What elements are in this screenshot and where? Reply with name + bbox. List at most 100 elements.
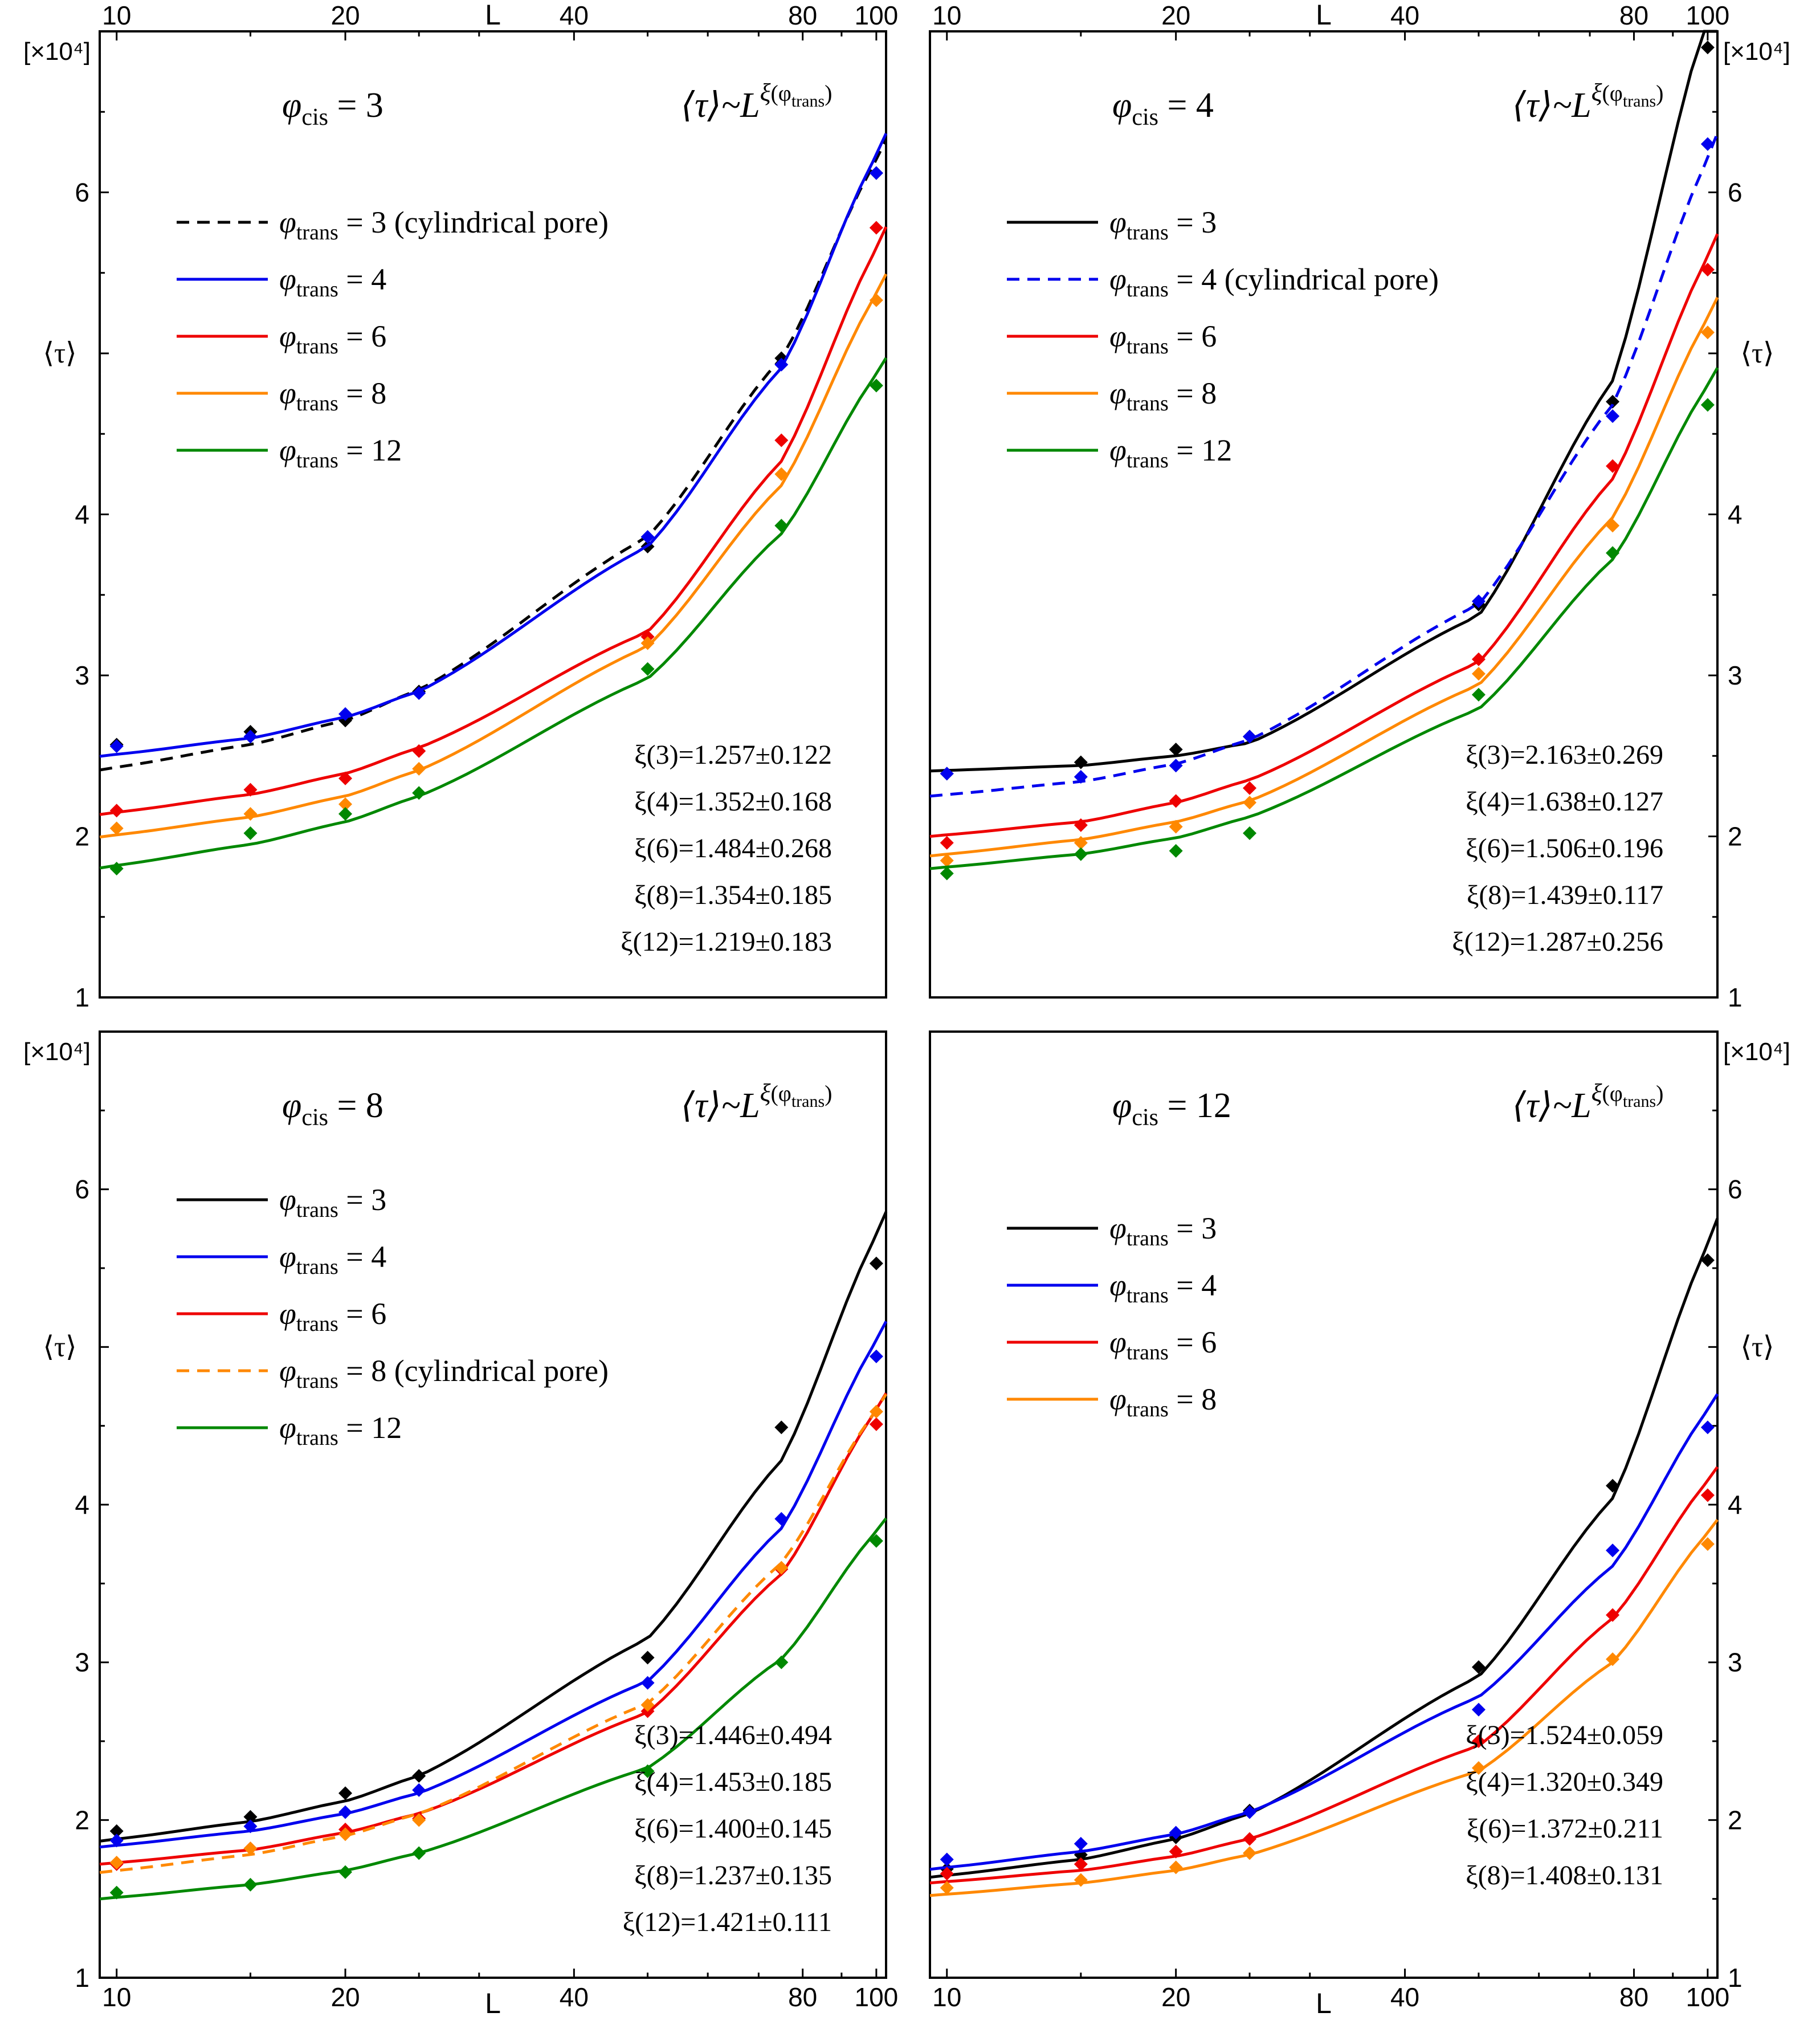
title-rest: = 4 <box>1158 86 1214 125</box>
xi-annotation: ξ(12)=1.421±0.111 <box>623 1907 832 1937</box>
fit-curve-phi-8 <box>99 1394 888 1874</box>
xi-annotation: ξ(6)=1.484±0.268 <box>634 833 832 863</box>
data-point-phi-3 <box>1606 1478 1620 1493</box>
data-point-phi-12 <box>869 378 883 393</box>
title-rest: = 3 <box>328 86 383 125</box>
fit-sub: trans <box>1623 92 1656 111</box>
y-axis-label: ⟨τ⟩ <box>1740 1330 1774 1362</box>
data-point-phi-8 <box>774 1561 789 1575</box>
data-point-phi-6 <box>1606 459 1620 473</box>
data-point-phi-3 <box>338 1786 353 1800</box>
legend-label-phi-8: φtrans = 8 <box>1109 376 1217 415</box>
legend-phi: φ <box>1109 433 1127 467</box>
data-point-phi-12 <box>774 1655 789 1669</box>
data-point-phi-8 <box>109 1856 124 1870</box>
data-point-phi-12 <box>243 1877 258 1892</box>
y-tick-label: 6 <box>1728 1175 1743 1204</box>
data-point-phi-8 <box>1606 1652 1620 1667</box>
y-tick-label: 3 <box>75 1648 89 1677</box>
y-unit-label: [×10⁴] <box>23 38 91 66</box>
data-point-phi-8 <box>109 821 124 836</box>
y-tick-label: 6 <box>1728 178 1743 207</box>
data-point-phi-6 <box>1243 1832 1257 1846</box>
legend-phi: φ <box>1109 205 1127 239</box>
data-point-phi-12 <box>1700 398 1715 412</box>
data-point-phi-8 <box>869 293 883 307</box>
data-point-phi-6 <box>1471 652 1486 666</box>
legend-label-phi-12: φtrans = 12 <box>279 433 402 472</box>
data-point-phi-6 <box>869 221 883 235</box>
legend-sub: trans <box>1127 1284 1169 1307</box>
y-tick-label: 1 <box>1728 1963 1743 1993</box>
y-tick-label: 4 <box>1728 500 1743 529</box>
legend-sub: trans <box>1127 1227 1169 1250</box>
data-point-phi-12 <box>412 1846 426 1860</box>
xi-annotation: ξ(6)=1.372±0.211 <box>1467 1814 1663 1844</box>
data-point-phi-4 <box>869 1349 883 1363</box>
legend-sub: trans <box>296 1312 338 1336</box>
x-tick-label: 80 <box>1619 1 1648 30</box>
legend-label-phi-12: φtrans = 12 <box>279 1411 402 1450</box>
legend-rest: = 3 <box>338 1183 386 1217</box>
legend-sub: trans <box>1127 221 1169 245</box>
data-point-phi-3 <box>412 1769 426 1783</box>
legend-sub: trans <box>296 221 338 245</box>
legend-phi: φ <box>1109 262 1127 296</box>
fit-curve-phi-3 <box>929 1217 1719 1879</box>
y-tick-label: 2 <box>1728 822 1743 852</box>
x-tick-label: 20 <box>330 1 360 30</box>
fit-curve-phi-8 <box>99 273 888 839</box>
legend-sub: trans <box>296 1426 338 1450</box>
title-phi: φ <box>282 86 301 125</box>
legend-rest: = 6 <box>338 1297 386 1331</box>
panel-title: φcis = 12 <box>1112 1086 1231 1131</box>
y-tick-label: 2 <box>75 1805 89 1835</box>
data-point-phi-6 <box>109 804 124 818</box>
data-point-phi-6 <box>1700 1488 1715 1502</box>
data-point-phi-8 <box>1169 820 1183 834</box>
legend-phi: φ <box>1109 376 1127 410</box>
x-tick-label: 100 <box>1686 1982 1729 2012</box>
x-tick-label: 20 <box>1161 1 1190 30</box>
fit-curve-phi-4 <box>929 1393 1719 1871</box>
x-axis-label: L <box>485 0 501 31</box>
x-tick-label: 10 <box>932 1982 961 2012</box>
fit-curve-phi-12 <box>929 366 1719 870</box>
data-point-phi-6 <box>1471 1734 1486 1748</box>
fit-curve-phi-4 <box>929 132 1719 798</box>
legend-label-phi-4: φtrans = 4 <box>279 262 386 302</box>
data-point-phi-12 <box>338 1865 353 1879</box>
legend-rest: = 4 <box>338 1240 386 1274</box>
xi-annotation: ξ(3)=1.524±0.059 <box>1466 1720 1663 1750</box>
y-tick-label: 3 <box>1728 661 1743 690</box>
legend-phi: φ <box>279 205 296 239</box>
data-point-phi-6 <box>940 1867 954 1881</box>
data-point-phi-4 <box>338 707 353 721</box>
y-tick-label: 3 <box>1728 1648 1743 1677</box>
xi-annotation: ξ(8)=1.354±0.185 <box>634 880 832 910</box>
fit-lhs: ⟨τ⟩~L <box>681 86 760 125</box>
data-point-phi-8 <box>640 1698 655 1712</box>
x-tick-label: 100 <box>855 1982 899 2012</box>
title-phi: φ <box>282 1086 301 1125</box>
xi-annotation: ξ(4)=1.352±0.168 <box>634 787 832 817</box>
fit-formula: ⟨τ⟩~Lξ(φtrans) <box>681 79 833 125</box>
x-axis-label: L <box>1316 0 1332 31</box>
data-point-phi-8 <box>774 467 789 481</box>
data-point-phi-8 <box>1074 1873 1088 1887</box>
data-point-phi-4 <box>1471 1702 1486 1717</box>
y-unit-label: [×10⁴] <box>1723 38 1790 66</box>
y-unit-label: [×10⁴] <box>23 1038 91 1066</box>
x-tick-label: 10 <box>102 1982 131 2012</box>
data-point-phi-6 <box>869 1417 883 1431</box>
y-tick-label: 4 <box>1728 1490 1743 1519</box>
y-tick-label: 4 <box>75 1490 89 1519</box>
data-point-phi-12 <box>640 662 655 676</box>
data-point-phi-6 <box>1700 263 1715 277</box>
data-point-phi-4 <box>940 767 954 781</box>
data-point-phi-4 <box>774 357 789 372</box>
data-point-phi-6 <box>1606 1608 1620 1622</box>
data-point-phi-3 <box>640 1651 655 1665</box>
legend-sub: trans <box>296 1369 338 1393</box>
data-point-phi-8 <box>640 636 655 650</box>
